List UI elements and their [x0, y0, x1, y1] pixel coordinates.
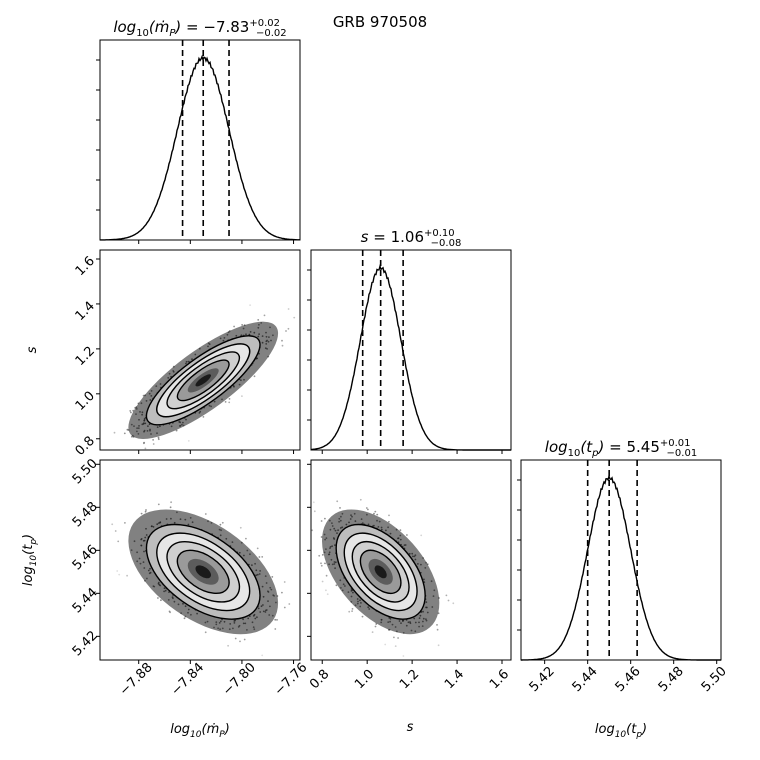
ylabel-s: s: [25, 346, 40, 353]
density-panel-mdot-tp: [111, 501, 291, 657]
xtick-label-s: 1.4: [442, 667, 467, 692]
xtick-label-tp: 5.42: [527, 664, 558, 695]
figure-title: GRB 970508: [333, 13, 427, 31]
panel-title-s: s = 1.06+0.10 −0.08: [361, 228, 462, 249]
xtick-label-s: 1.6: [487, 667, 512, 692]
ytick-label-tp: 5.48: [70, 499, 101, 530]
ytick-label-s: 0.8: [73, 434, 98, 459]
panel-frame-mdot-s: [99, 249, 301, 451]
histogram-s: [307, 249, 512, 454]
ytick-label-s: 1.0: [73, 389, 98, 414]
histogram-frame-s: [310, 249, 512, 451]
ytick-label-s: 1.2: [73, 344, 98, 369]
xtick-label-tp: 5.46: [613, 664, 644, 695]
histogram-curve-s: [310, 263, 511, 451]
histogram-mdot: [96, 39, 301, 244]
xtick-label-tp: 5.50: [699, 664, 730, 695]
density-panel-s-tp: [311, 498, 455, 657]
contour-s-tp-5: [374, 565, 387, 579]
histogram-frame-tp: [520, 459, 722, 661]
density-panel-mdot-s: [113, 304, 296, 450]
ytick-label-tp: 5.44: [70, 585, 101, 616]
ytick-label-tp: 5.42: [70, 628, 101, 659]
xtick-label-mdot: −7.88: [117, 660, 156, 699]
histogram-curve-mdot: [100, 54, 300, 241]
histogram-curve-tp: [521, 473, 721, 661]
ylabel-tp: log10(tp): [21, 534, 39, 586]
xlabel-tp: log10(tp): [595, 722, 647, 740]
xtick-label-mdot: −7.80: [220, 660, 259, 699]
xtick-label-s: 1.2: [397, 667, 422, 692]
panel-frame-s-tp: [310, 459, 512, 661]
xtick-label-s: 1.0: [352, 667, 377, 692]
xlabel-s: s: [407, 720, 414, 735]
xtick-label-s: 0.8: [307, 667, 332, 692]
panel-title-tp: log10(tp) = 5.45+0.01 −0.01: [545, 438, 697, 459]
xtick-label-mdot: −7.84: [168, 660, 207, 699]
ytick-label-tp: 5.50: [70, 456, 101, 487]
contour-mdot-tp-5: [195, 565, 211, 579]
panel-title-mdot: log10(ṁP) = −7.83+0.02 −0.02: [113, 18, 286, 39]
histogram-tp: [517, 459, 722, 664]
xtick-label-tp: 5.48: [656, 664, 687, 695]
histogram-frame-mdot: [99, 39, 301, 241]
contour-mdot-s-5: [195, 374, 211, 387]
xlabel-mdot: log10(ṁP): [170, 722, 230, 740]
ytick-label-s: 1.6: [73, 254, 98, 279]
panel-frame-mdot-tp: [99, 459, 301, 661]
xtick-label-mdot: −7.76: [272, 660, 311, 699]
xtick-label-tp: 5.44: [570, 664, 601, 695]
ytick-label-tp: 5.46: [70, 542, 101, 573]
ytick-label-s: 1.4: [73, 299, 98, 324]
